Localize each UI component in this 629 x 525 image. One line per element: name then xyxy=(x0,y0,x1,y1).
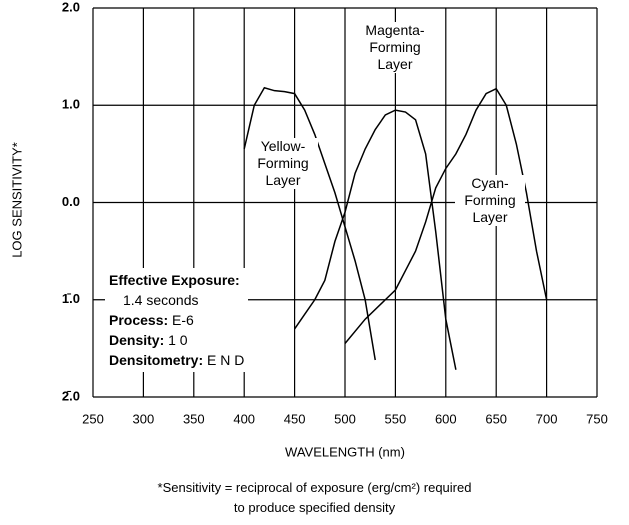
series-line xyxy=(344,87,548,344)
x-tick-label: 350 xyxy=(183,411,205,426)
x-tick-label: 650 xyxy=(485,411,507,426)
annotation-row: Effective Exposure: xyxy=(109,270,244,290)
y-tick-label: 0.0 xyxy=(62,194,80,209)
x-tick-label: 750 xyxy=(586,411,608,426)
x-tick-label: 600 xyxy=(435,411,457,426)
footnote: to produce specified density xyxy=(233,500,396,515)
series-line xyxy=(243,86,376,361)
y-tick-label: 2.0 xyxy=(62,0,80,14)
annotation-label: Process: xyxy=(109,312,169,328)
y-tick-label: 1.0 xyxy=(62,97,80,112)
annotation-row: Process: E-6 xyxy=(109,310,244,330)
x-tick-label: 450 xyxy=(284,411,306,426)
annotation-value: E N D xyxy=(207,352,245,368)
series-label: Cyan- Forming Layer xyxy=(455,175,525,226)
x-tick-label: 700 xyxy=(536,411,558,426)
annotation-row: Density: 1 0 xyxy=(109,330,244,350)
annotation-box: Effective Exposure: 1.4 seconds Process: E… xyxy=(105,268,249,372)
series-line xyxy=(293,109,457,370)
x-tick-label: 300 xyxy=(133,411,155,426)
series-label: Magenta- Forming Layer xyxy=(360,22,430,73)
y-tick-label: 1̄.0 xyxy=(62,291,80,306)
annotation-value: E-6 xyxy=(172,312,194,328)
x-tick-label: 250 xyxy=(82,411,104,426)
x-tick-label: 550 xyxy=(385,411,407,426)
annotation-value: 1.4 seconds xyxy=(123,292,199,308)
x-tick-label: 500 xyxy=(334,411,356,426)
footnote: *Sensitivity = reciprocal of exposure (e… xyxy=(157,480,472,495)
annotation-label: Densitometry: xyxy=(109,352,204,368)
annotation-label: Effective Exposure: xyxy=(109,272,240,288)
annotation-label: Density: xyxy=(109,332,165,348)
y-axis-label: LOG SENSITIVITY* xyxy=(9,142,24,258)
x-axis-label: WAVELENGTH (nm) xyxy=(285,444,405,459)
x-tick-label: 400 xyxy=(233,411,255,426)
annotation-value: 1 0 xyxy=(168,332,188,348)
series-label: Yellow- Forming Layer xyxy=(248,138,318,189)
annotation-row: Densitometry: E N D xyxy=(109,350,244,370)
y-tick-label: 2̄.0 xyxy=(62,388,80,403)
